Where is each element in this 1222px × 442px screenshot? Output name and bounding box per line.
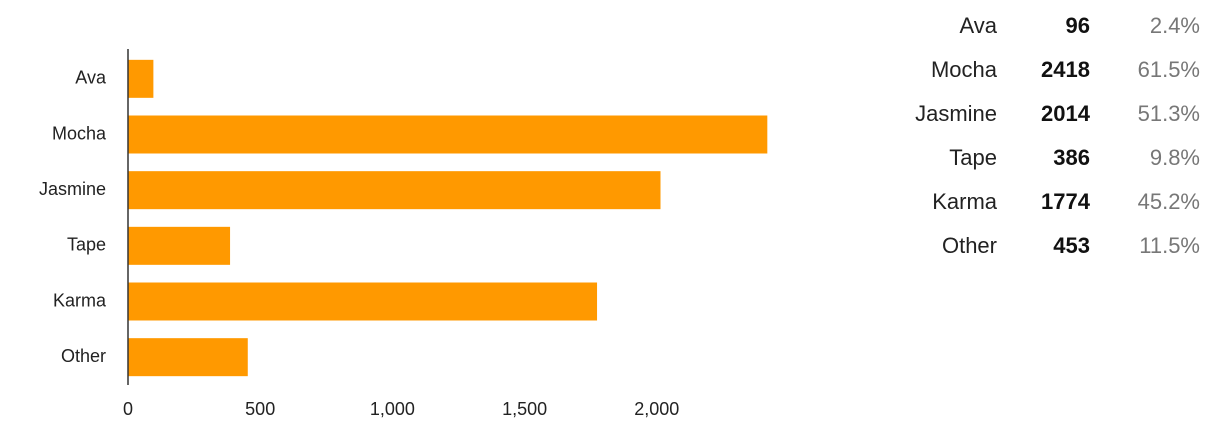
x-tick-label: 2,000 — [634, 399, 679, 419]
row-count: 1774 — [1041, 189, 1091, 214]
row-label: Mocha — [931, 57, 998, 82]
bar — [128, 171, 661, 210]
row-percent: 61.5% — [1138, 57, 1200, 82]
row-percent: 9.8% — [1150, 145, 1200, 170]
bar — [128, 59, 154, 98]
y-tick-label: Tape — [67, 235, 106, 255]
row-label: Karma — [932, 189, 998, 214]
y-tick-label: Jasmine — [39, 179, 106, 199]
row-count: 2014 — [1041, 101, 1091, 126]
row-label: Ava — [959, 13, 997, 38]
y-tick-label: Ava — [75, 68, 107, 88]
bar — [128, 115, 768, 154]
row-count: 386 — [1053, 145, 1090, 170]
y-tick-label: Mocha — [52, 123, 107, 143]
row-percent: 11.5% — [1139, 233, 1200, 258]
y-tick-label: Karma — [53, 290, 107, 310]
x-tick-label: 1,000 — [370, 399, 415, 419]
row-percent: 2.4% — [1150, 13, 1200, 38]
row-count: 453 — [1053, 233, 1090, 258]
row-percent: 45.2% — [1138, 189, 1200, 214]
bar — [128, 226, 231, 265]
row-count: 96 — [1066, 13, 1090, 38]
row-label: Jasmine — [915, 101, 997, 126]
row-percent: 51.3% — [1138, 101, 1200, 126]
x-tick-label: 1,500 — [502, 399, 547, 419]
row-label: Tape — [949, 145, 997, 170]
bar — [128, 338, 248, 377]
bar — [128, 282, 598, 321]
x-tick-label: 0 — [123, 399, 133, 419]
row-label: Other — [942, 233, 997, 258]
row-count: 2418 — [1041, 57, 1090, 82]
y-tick-label: Other — [61, 346, 106, 366]
x-tick-label: 500 — [245, 399, 275, 419]
